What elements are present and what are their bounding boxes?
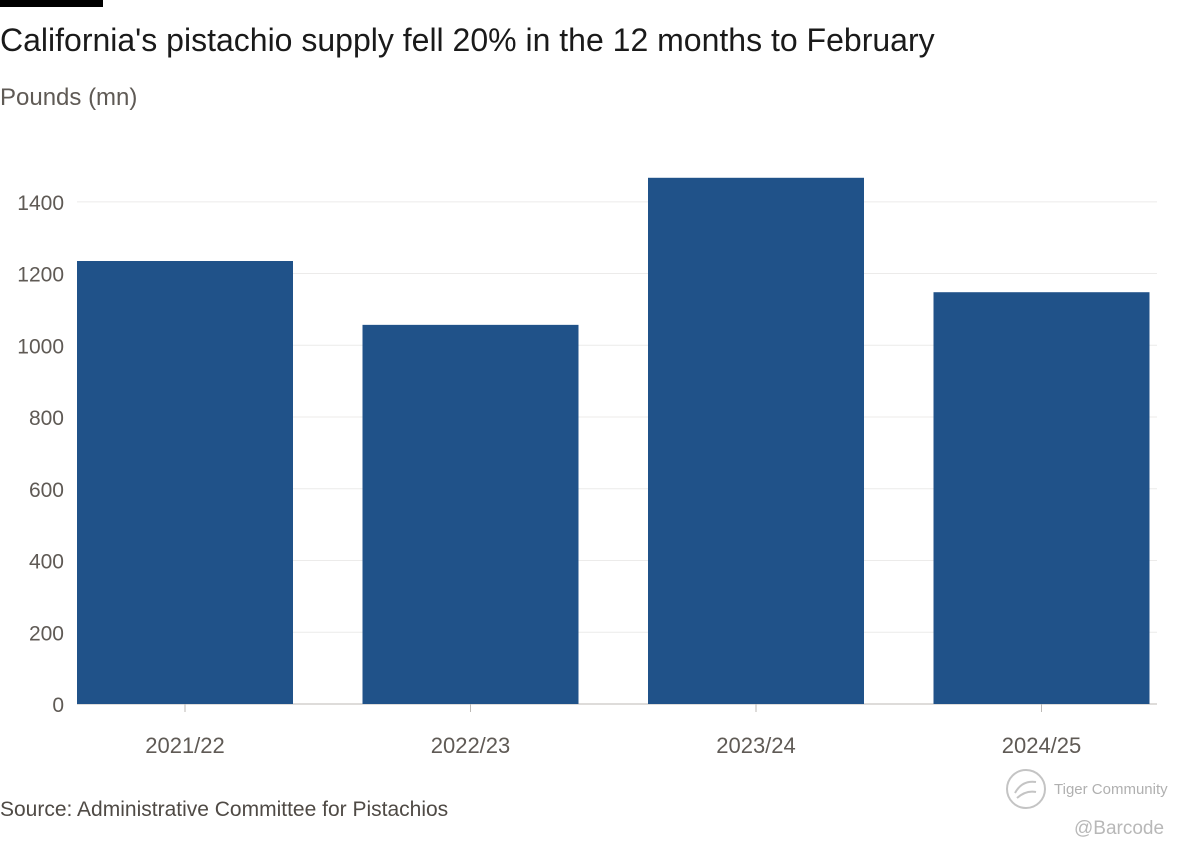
x-axis-ticks: 2021/22 2022/23 2023/24 2024/25: [145, 704, 1081, 758]
bar-chart: 0 200 400 600 800 1000 1200 1400 2021/22 2022/23…: [17, 177, 1157, 758]
y-tick-label: 400: [29, 551, 64, 574]
y-tick-label: 1000: [17, 335, 64, 358]
source-note: Source: Administrative Committee for Pis…: [0, 798, 449, 821]
x-tick-label: 2022/23: [431, 733, 511, 758]
y-tick-label: 200: [29, 622, 64, 645]
y-tick-label: 600: [29, 479, 64, 502]
y-axis-ticks: 0 200 400 600 800 1000 1200 1400: [17, 192, 64, 717]
y-tick-label: 800: [29, 407, 64, 430]
tiger-community-logo-icon: [1006, 769, 1046, 809]
bar-2022-23: [362, 324, 579, 704]
y-tick-label: 1200: [17, 264, 64, 287]
x-tick-label: 2023/24: [716, 733, 796, 758]
chart-subtitle: Pounds (mn): [0, 84, 138, 111]
x-tick-label: 2021/22: [145, 733, 225, 758]
bars: [77, 177, 1150, 704]
y-tick-label: 0: [52, 694, 64, 717]
bar-2021-22: [77, 261, 293, 704]
chart-title: California's pistachio supply fell 20% i…: [0, 22, 935, 58]
y-tick-label: 1400: [17, 192, 64, 215]
bar-2024-25: [933, 292, 1150, 704]
x-tick-label: 2024/25: [1002, 733, 1082, 758]
watermark-brand: Tiger Community: [1054, 781, 1168, 798]
bar-2023-24: [648, 177, 864, 704]
top-accent-rule: [0, 0, 103, 7]
watermark-handle: @Barcode: [1074, 818, 1165, 839]
